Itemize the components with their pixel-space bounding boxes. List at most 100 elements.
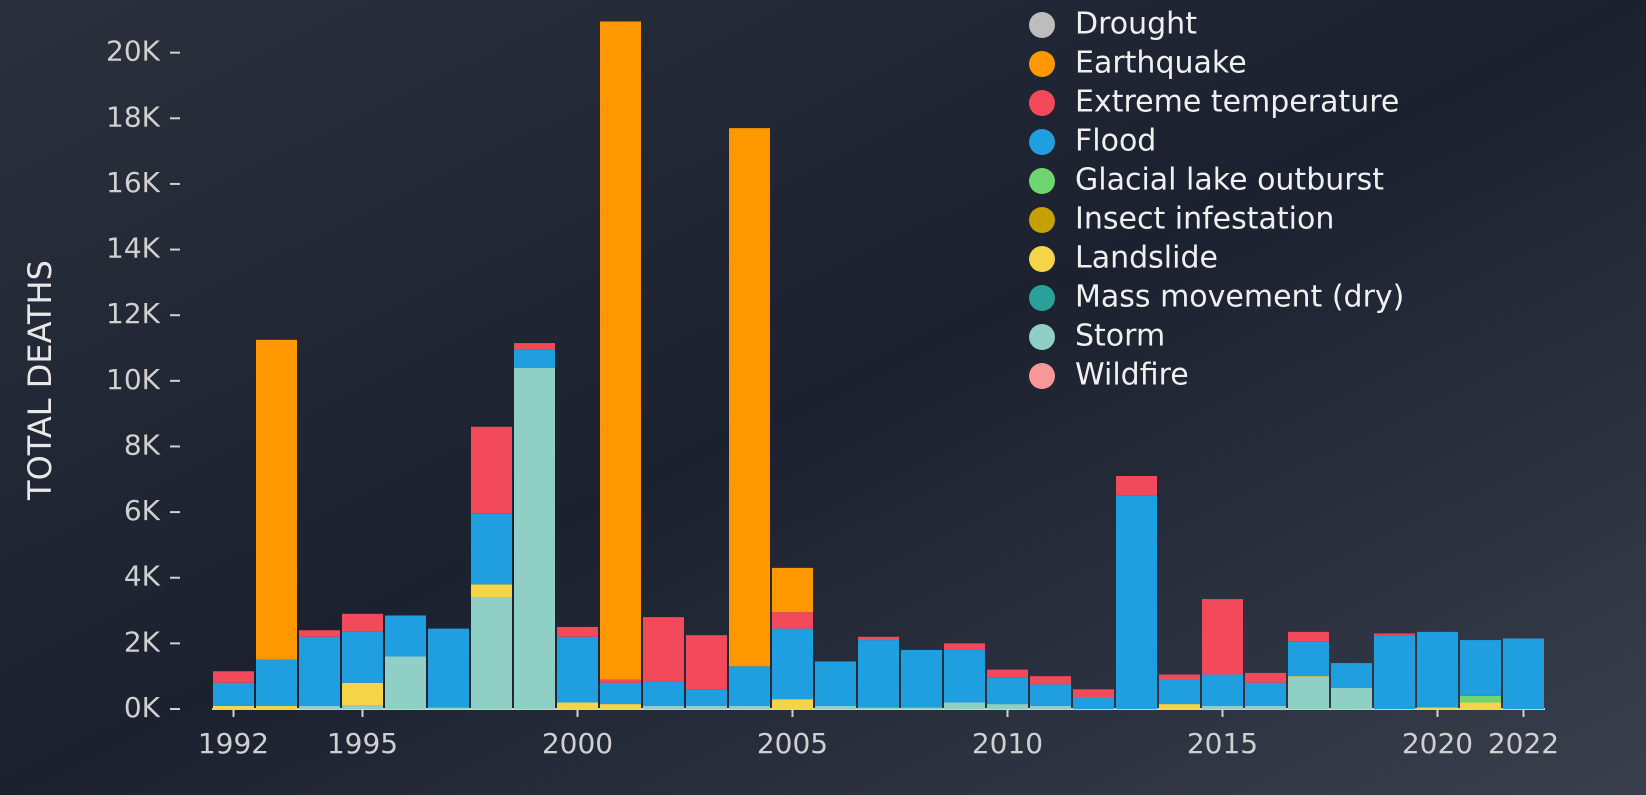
legend-label: Drought bbox=[1075, 7, 1197, 42]
bar-segment bbox=[901, 649, 942, 708]
bar-segment bbox=[1288, 676, 1329, 678]
x-tick-label: 2022 bbox=[1488, 727, 1559, 760]
bar-segment bbox=[1202, 674, 1243, 706]
y-tick-label: 16K bbox=[106, 166, 161, 199]
bar-segment bbox=[1245, 672, 1286, 683]
bar-segment bbox=[1374, 633, 1415, 636]
x-tick-label: 1992 bbox=[198, 727, 269, 760]
bar-segment bbox=[342, 705, 383, 709]
bar-segment bbox=[901, 707, 942, 709]
legend-marker bbox=[1029, 168, 1055, 194]
bar-segment bbox=[772, 699, 813, 709]
bar-segment bbox=[1073, 697, 1114, 709]
y-tick-label: 18K bbox=[106, 100, 161, 133]
legend-marker bbox=[1029, 246, 1055, 272]
bar-segment bbox=[987, 677, 1028, 705]
bar-segment bbox=[1245, 682, 1286, 706]
legend-label: Glacial lake outburst bbox=[1075, 163, 1384, 198]
bar-segment bbox=[772, 628, 813, 700]
bar-segment bbox=[772, 612, 813, 629]
bar-segment bbox=[1331, 687, 1372, 709]
bar-segment bbox=[1417, 631, 1458, 708]
y-tick-label: 8K bbox=[124, 428, 161, 461]
bar-segment bbox=[514, 367, 555, 709]
bar-segment bbox=[213, 671, 254, 683]
bar-segment bbox=[815, 661, 856, 706]
bar-segment bbox=[729, 666, 770, 706]
bar-segment bbox=[342, 631, 383, 683]
bar-segment bbox=[600, 679, 641, 683]
bar-segment bbox=[1374, 635, 1415, 709]
legend-label: Wildfire bbox=[1075, 358, 1189, 393]
x-tick-label: 1995 bbox=[327, 727, 398, 760]
legend-label: Storm bbox=[1075, 319, 1165, 354]
bar-segment bbox=[1245, 705, 1286, 709]
bar-segment bbox=[987, 704, 1028, 709]
y-tick-label: 4K bbox=[124, 560, 161, 593]
bar-segment bbox=[428, 707, 469, 709]
bar-segment bbox=[342, 682, 383, 706]
bar-segment bbox=[858, 636, 899, 641]
bar-segment bbox=[686, 705, 727, 709]
legend-label: Insect infestation bbox=[1075, 202, 1334, 237]
x-tick-label: 2005 bbox=[757, 727, 828, 760]
bar-segment bbox=[1460, 640, 1501, 696]
bar-segment bbox=[557, 636, 598, 703]
bar-segment bbox=[342, 613, 383, 632]
bar-segment bbox=[1202, 705, 1243, 709]
bar-segment bbox=[1331, 663, 1372, 688]
bar-segment bbox=[213, 705, 254, 709]
bar-segment bbox=[1460, 702, 1501, 709]
bar-segment bbox=[385, 656, 426, 709]
bar-segment bbox=[643, 617, 684, 682]
bar-segment bbox=[1159, 679, 1200, 705]
bar-segment bbox=[600, 21, 641, 680]
bar-segment bbox=[213, 682, 254, 706]
bar-segment bbox=[514, 349, 555, 368]
y-tick-label: 2K bbox=[124, 625, 161, 658]
x-tick-label: 2020 bbox=[1402, 727, 1473, 760]
bar-segment bbox=[471, 513, 512, 585]
bar-segment bbox=[729, 705, 770, 709]
bar-segment bbox=[1159, 674, 1200, 680]
x-tick-label: 2010 bbox=[972, 727, 1043, 760]
y-tick-label: 12K bbox=[106, 297, 161, 330]
bar-segment bbox=[944, 643, 985, 650]
legend-marker bbox=[1029, 285, 1055, 311]
bar-segment bbox=[557, 702, 598, 709]
legend-marker bbox=[1029, 324, 1055, 350]
y-tick-label: 20K bbox=[106, 35, 161, 68]
bar-segment bbox=[256, 659, 297, 706]
bar-segment bbox=[1202, 599, 1243, 675]
bar-segment bbox=[1460, 695, 1501, 703]
y-tick-label: 14K bbox=[106, 232, 161, 265]
bar-segment bbox=[1503, 638, 1544, 709]
bar-segment bbox=[299, 636, 340, 706]
bar-segment bbox=[1073, 689, 1114, 698]
bar-segment bbox=[385, 615, 426, 657]
bar-segment bbox=[686, 689, 727, 706]
bar-segment bbox=[1030, 705, 1071, 709]
bar-segment bbox=[1116, 476, 1157, 496]
legend-label: Landslide bbox=[1075, 241, 1218, 276]
bar-segment bbox=[1030, 676, 1071, 685]
bar-segment bbox=[643, 681, 684, 706]
legend-label: Flood bbox=[1075, 124, 1156, 159]
y-tick-label: 6K bbox=[124, 494, 161, 527]
legend-label: Extreme temperature bbox=[1075, 85, 1399, 120]
bar-segment bbox=[428, 628, 469, 708]
y-tick-label: 0K bbox=[124, 691, 161, 724]
bar-segment bbox=[944, 649, 985, 703]
legend-label: Earthquake bbox=[1075, 46, 1247, 81]
bar-segment bbox=[987, 669, 1028, 678]
legend-marker bbox=[1029, 12, 1055, 38]
bar-segment bbox=[729, 128, 770, 667]
x-tick-label: 2000 bbox=[542, 727, 613, 760]
legend-marker bbox=[1029, 90, 1055, 116]
bar-segment bbox=[1417, 707, 1458, 709]
bar-segment bbox=[514, 343, 555, 350]
bar-segment bbox=[471, 597, 512, 709]
bar-segment bbox=[1288, 631, 1329, 642]
bar-segment bbox=[643, 705, 684, 709]
